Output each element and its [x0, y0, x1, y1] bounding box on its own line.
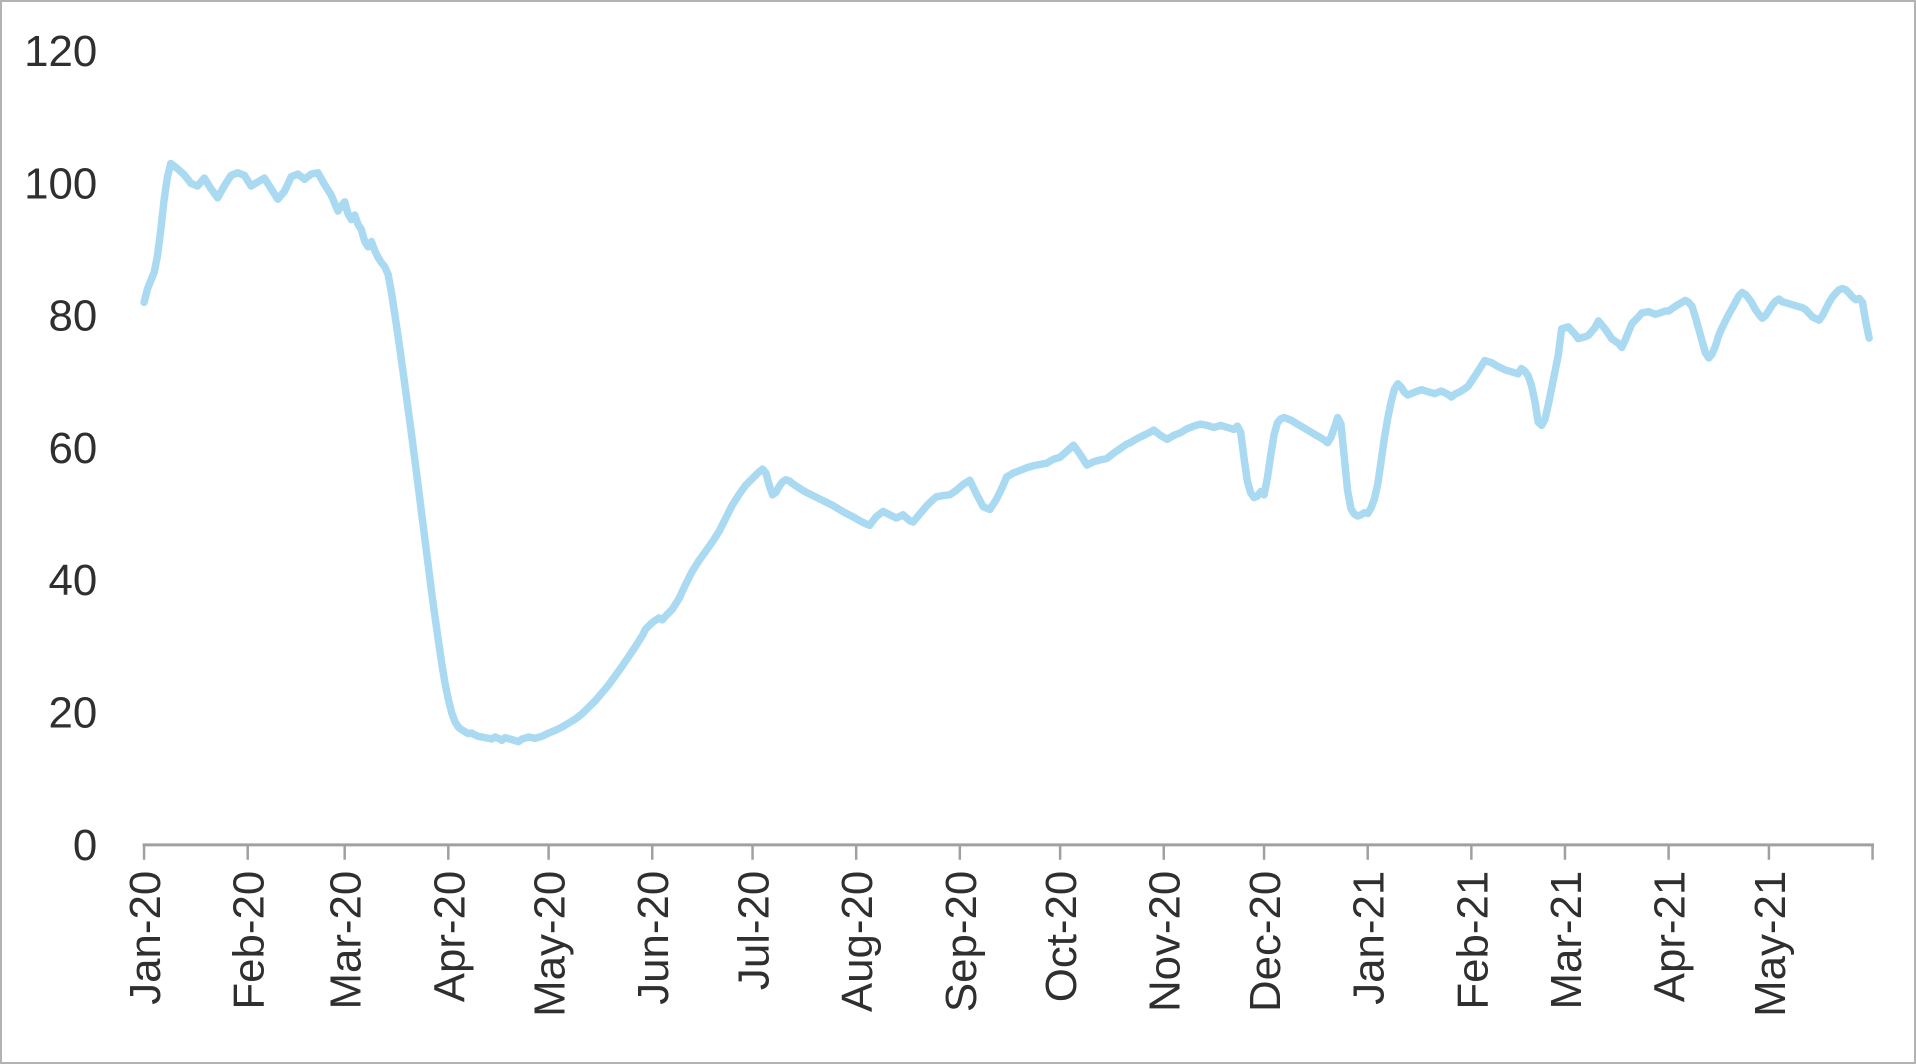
x-axis-label: Jun-20: [629, 871, 678, 1005]
series-line: [140, 159, 1873, 746]
x-axis-label: May-20: [526, 871, 575, 1017]
x-axis-label: Nov-20: [1141, 871, 1190, 1012]
x-axis-label: Jul-20: [729, 871, 778, 990]
y-axis-label: 120: [24, 27, 97, 76]
x-axis-label: Mar-20: [322, 871, 371, 1010]
x-axis-label: May-21: [1746, 871, 1795, 1017]
x-axis-label: Oct-20: [1037, 871, 1086, 1003]
y-axis-label: 40: [48, 556, 97, 605]
x-axis-label: Jan-20: [121, 871, 170, 1005]
x-axis-label: Dec-20: [1241, 871, 1290, 1012]
y-axis-label: 100: [24, 159, 97, 208]
y-axis-label: 0: [73, 821, 97, 870]
x-axis-label: Sep-20: [937, 871, 986, 1012]
x-axis-label: Aug-20: [833, 871, 882, 1012]
x-axis-label: Feb-20: [225, 871, 274, 1010]
y-axis-label: 20: [48, 688, 97, 737]
series-layer: [140, 159, 1873, 746]
x-axis-label: Apr-21: [1646, 871, 1695, 1003]
y-axis-labels: 0 20 40 60 80 100 120: [24, 27, 97, 870]
x-axis-label: Jan-21: [1345, 871, 1394, 1005]
x-axis-label: Feb-21: [1448, 871, 1497, 1010]
x-axis-label: Mar-21: [1542, 871, 1591, 1010]
x-axis-labels: Jan-20 Feb-20 Mar-20 Apr-20 May-20 Jun-20 Jul-…: [121, 871, 1795, 1017]
x-axis-label: Apr-20: [425, 871, 474, 1003]
y-axis-label: 80: [48, 292, 97, 341]
x-axis: [142, 843, 1875, 860]
y-axis-label: 60: [48, 424, 97, 473]
